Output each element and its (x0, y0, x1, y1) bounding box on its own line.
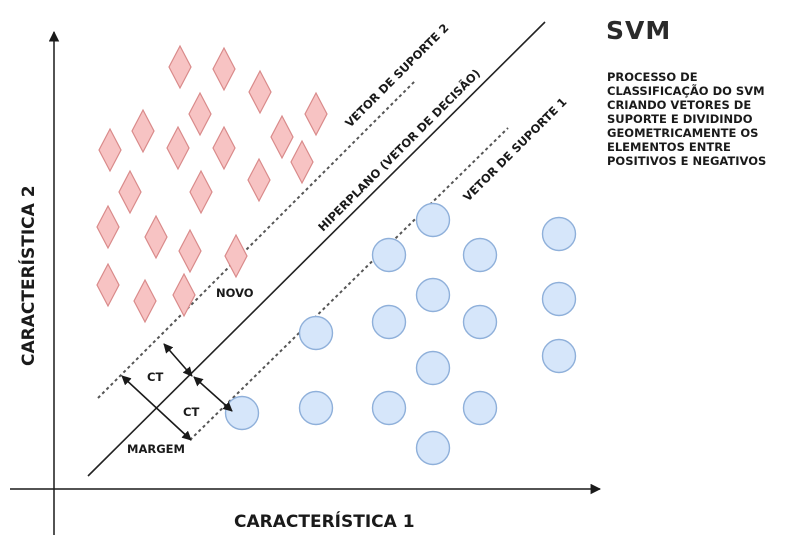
positive-class-points (224, 202, 577, 466)
ct-lower-label: CT (183, 405, 199, 419)
margin-arrow (121, 375, 192, 441)
circle-point (224, 395, 260, 431)
description: PROCESSO DE CLASSIFICAÇÃO DO SVM CRIANDO… (607, 70, 792, 168)
circle-point (371, 304, 407, 340)
support-vector-2-line (97, 80, 416, 399)
diamond-point (98, 127, 122, 173)
page-title: SVM (606, 16, 672, 45)
diamond-point (96, 204, 120, 250)
circle-point (415, 350, 451, 386)
diamond-point (304, 91, 328, 137)
ct-upper-label: CT (147, 370, 163, 384)
circle-point (371, 237, 407, 273)
negative-class-points (96, 44, 328, 324)
circle-point (298, 390, 334, 426)
description-line: CLASSIFICAÇÃO DO SVM (607, 84, 765, 98)
diamond-point (224, 233, 248, 279)
circle-point (462, 237, 498, 273)
circle-point (415, 430, 451, 466)
diamond-point (172, 272, 196, 318)
hyperplane-label: HIPERPLANO (VETOR DE DECISÃO) (315, 66, 484, 235)
description-line: GEOMETRICAMENTE OS (607, 126, 759, 140)
margin-label: MARGEM (127, 442, 185, 456)
y-axis-label: CARACTERÍSTICA 2 (17, 185, 39, 366)
diamond-point (168, 44, 192, 90)
description-line: SUPORTE E DIVIDINDO (607, 112, 753, 126)
diamond-point (290, 139, 314, 185)
diamond-point (248, 69, 272, 115)
support-vector-1-line (189, 127, 509, 441)
diamond-point (144, 214, 168, 260)
diamond-point (247, 157, 271, 203)
x-axis-label: CARACTERÍSTICA 1 (234, 510, 415, 532)
ct-lower-arrow (193, 376, 233, 412)
diamond-point (133, 278, 157, 324)
circle-point (415, 277, 451, 313)
description-line: POSITIVOS E NEGATIVOS (607, 154, 767, 168)
support-vector-1-label: VETOR DE SUPORTE 1 (460, 95, 569, 204)
circle-point (541, 281, 577, 317)
diamond-point (131, 108, 155, 154)
ct-upper-arrow (163, 343, 193, 377)
circle-point (541, 216, 577, 252)
description-line: PROCESSO DE (607, 70, 698, 84)
circle-point (462, 390, 498, 426)
diamond-point (212, 46, 236, 92)
circle-point (541, 338, 577, 374)
diamond-point (118, 169, 142, 215)
diamond-point (96, 262, 120, 308)
circle-point (462, 304, 498, 340)
circle-point (371, 390, 407, 426)
diamond-point (178, 228, 202, 274)
circle-point (298, 315, 334, 351)
diamond-point (188, 91, 212, 137)
diamond-point (166, 125, 190, 171)
diamond-point (270, 114, 294, 160)
new-point-label: NOVO (216, 286, 254, 300)
description-line: ELEMENTOS ENTRE (607, 140, 731, 154)
description-line: CRIANDO VETORES DE (607, 98, 752, 112)
circle-point (415, 202, 451, 238)
diamond-point (189, 169, 213, 215)
diamond-point (212, 125, 236, 171)
